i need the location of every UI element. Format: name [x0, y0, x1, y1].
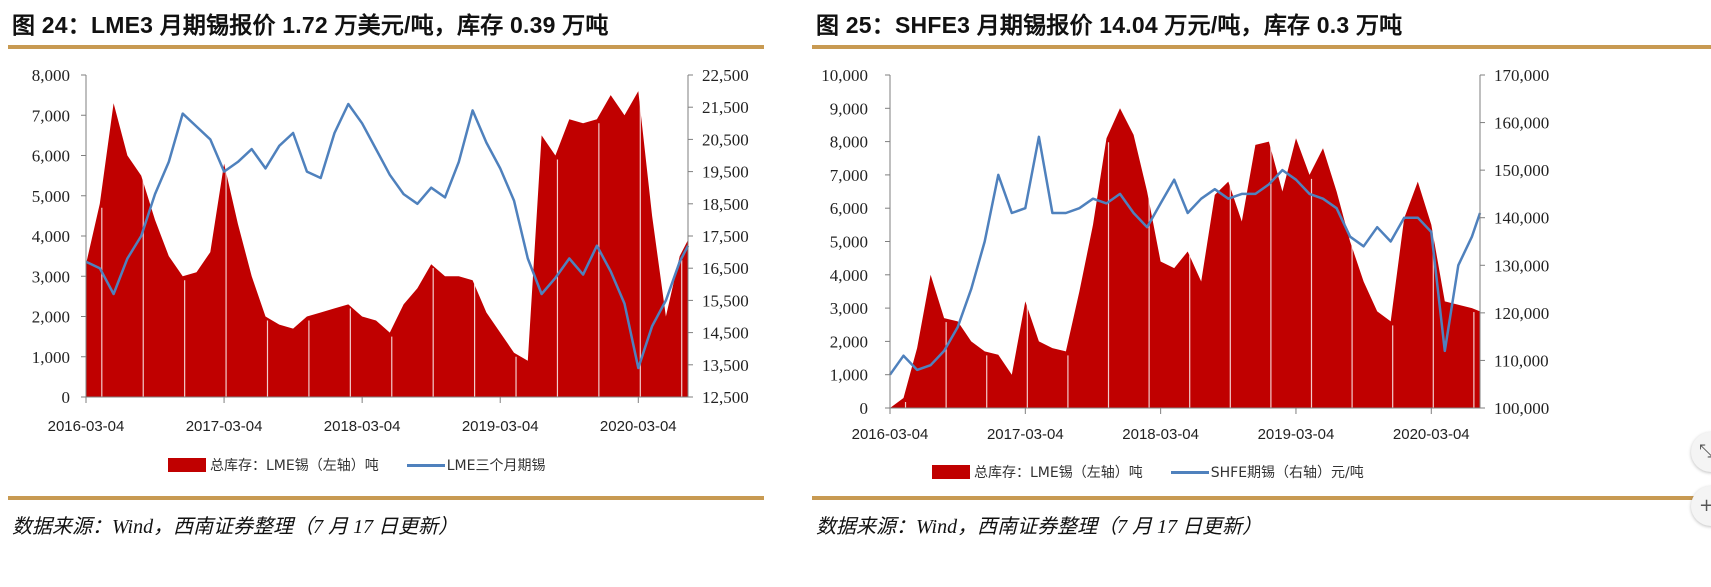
y-tick-label: 1,000 [830, 366, 868, 385]
y2-tick-label: 21,500 [702, 98, 749, 117]
y-tick-label: 2,000 [32, 308, 70, 327]
y-tick-label: 0 [860, 399, 869, 418]
shfe-chart: 0 1,000 2,000 3,000 4,000 5,000 6,000 7,000 8,00… [821, 66, 1549, 443]
title-divider [812, 45, 1711, 49]
y-tick-label: 3,000 [32, 267, 70, 286]
y2-tick-label: 12,500 [702, 388, 749, 407]
y2-tick-label: 13,500 [702, 356, 749, 375]
y2-tick-label: 17,500 [702, 227, 749, 246]
price-line [888, 135, 1482, 376]
y-tick-label: 0 [62, 388, 71, 407]
y-tick-label: 1,000 [32, 348, 70, 367]
inventory-area [86, 91, 688, 397]
lme-chart: 0 1,000 2,000 3,000 4,000 5,000 6,000 7,000 8,00… [32, 66, 749, 435]
y-tick-label: 5,000 [830, 233, 868, 252]
y-tick-label: 4,000 [830, 266, 868, 285]
title-divider [8, 45, 764, 49]
y-tick-label: 6,000 [32, 147, 70, 166]
x-tick-label: 2020-03-04 [1393, 426, 1470, 443]
legend-line-swatch-icon [1170, 470, 1209, 474]
data-source-note: 数据来源：Wind，西南证券整理（7 月 17 日更新） [12, 516, 459, 538]
collapse-view-button[interactable]: ⤡ [1691, 432, 1711, 472]
inventory-area [890, 108, 1480, 409]
y-tick-label: 7,000 [830, 166, 868, 185]
y-tick-label: 6,000 [830, 199, 868, 218]
legend-line-label: SHFE期锡（右轴）元/吨 [1210, 465, 1364, 481]
y2-tick-label: 100,000 [1494, 399, 1549, 418]
x-tick-label: 2018-03-04 [324, 418, 401, 435]
y2-tick-label: 160,000 [1494, 114, 1549, 133]
y2-tick-label: 120,000 [1494, 304, 1549, 323]
zoom-in-button[interactable]: + [1691, 486, 1711, 526]
y-tick-label: 7,000 [32, 106, 70, 125]
x-tick-label: 2020-03-04 [600, 418, 677, 435]
chart-legend: 总库存：LME锡（左轴）吨 LME三个月期锡 [168, 455, 545, 475]
y2-tick-label: 150,000 [1494, 161, 1549, 180]
x-tick-label: 2016-03-04 [48, 418, 125, 435]
figure-title: 图 24：LME3 月期锡报价 1.72 万美元/吨，库存 0.39 万吨 [12, 12, 609, 38]
legend-area-label: 总库存：LME锡（左轴）吨 [210, 458, 379, 474]
y-tick-label: 10,000 [821, 66, 868, 85]
legend-area-swatch-icon [932, 465, 970, 479]
y2-tick-label: 110,000 [1494, 351, 1549, 370]
x-tick-label: 2017-03-04 [987, 426, 1064, 443]
legend-line-swatch-icon [406, 463, 445, 467]
y-tick-label: 9,000 [830, 99, 868, 118]
x-tick-label: 2019-03-04 [462, 418, 539, 435]
x-tick-label: 2017-03-04 [186, 418, 263, 435]
chart-legend: 总库存：LME锡（左轴）吨 SHFE期锡（右轴）元/吨 [932, 462, 1364, 482]
y-tick-label: 5,000 [32, 187, 70, 206]
y-tick-label: 4,000 [32, 227, 70, 246]
x-tick-label: 2016-03-04 [852, 426, 929, 443]
data-source-note: 数据来源：Wind，西南证券整理（7 月 17 日更新） [816, 516, 1263, 538]
y2-tick-label: 15,500 [702, 291, 749, 310]
y2-tick-label: 20,500 [702, 130, 749, 149]
y-tick-label: 8,000 [830, 133, 868, 152]
price-line [85, 102, 690, 370]
y2-tick-label: 14,500 [702, 324, 749, 343]
plus-icon: + [1699, 495, 1711, 516]
x-tick-label: 2018-03-04 [1122, 426, 1199, 443]
legend-line-label: LME三个月期锡 [446, 458, 546, 474]
y2-tick-label: 22,500 [702, 66, 749, 85]
y2-tick-label: 19,500 [702, 163, 749, 182]
footer-divider [8, 496, 764, 500]
y-tick-label: 8,000 [32, 66, 70, 85]
y2-tick-label: 170,000 [1494, 66, 1549, 85]
legend-area-swatch-icon [168, 458, 206, 472]
figure-title: 图 25：SHFE3 月期锡报价 14.04 万元/吨，库存 0.3 万吨 [816, 12, 1403, 38]
footer-divider [812, 496, 1711, 500]
y2-tick-label: 130,000 [1494, 256, 1549, 275]
y-tick-label: 2,000 [830, 332, 868, 351]
y2-tick-label: 16,500 [702, 259, 749, 278]
collapse-icon: ⤡ [1699, 441, 1711, 462]
legend-area-label: 总库存：LME锡（左轴）吨 [974, 465, 1143, 481]
y-tick-label: 3,000 [830, 299, 868, 318]
y2-tick-label: 140,000 [1494, 209, 1549, 228]
y2-tick-label: 18,500 [702, 195, 749, 214]
x-tick-label: 2019-03-04 [1258, 426, 1335, 443]
